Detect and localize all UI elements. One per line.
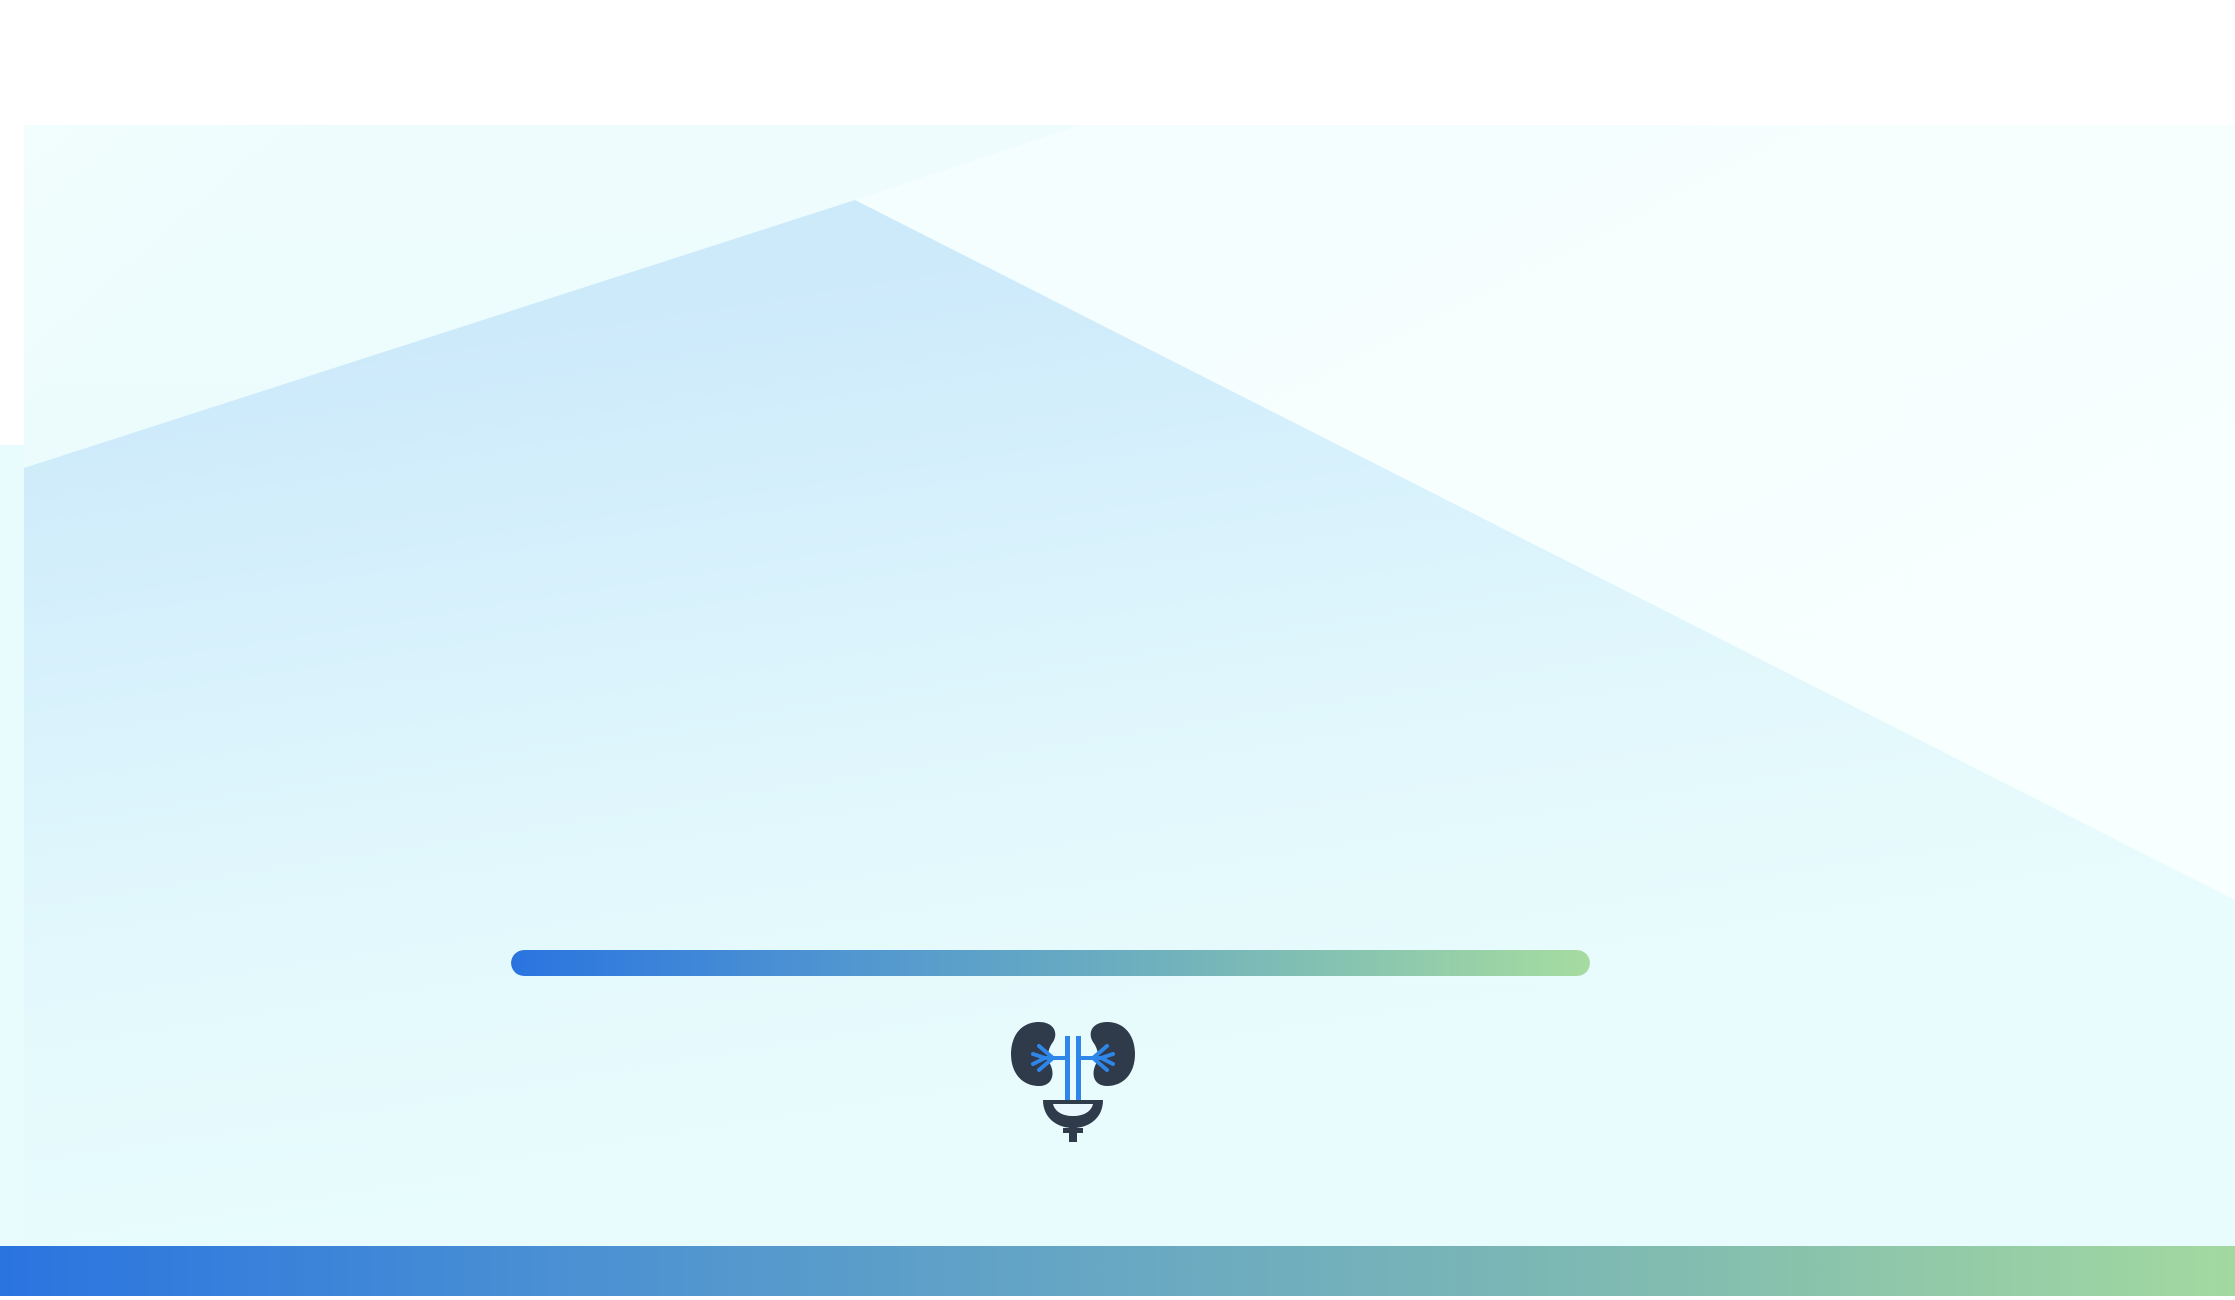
kidneys-bladder-icon [1011,1022,1135,1142]
loading-progress-fill [511,950,1590,976]
loading-progress-bar [511,950,1590,976]
bottom-accent-bar [0,1246,2235,1296]
